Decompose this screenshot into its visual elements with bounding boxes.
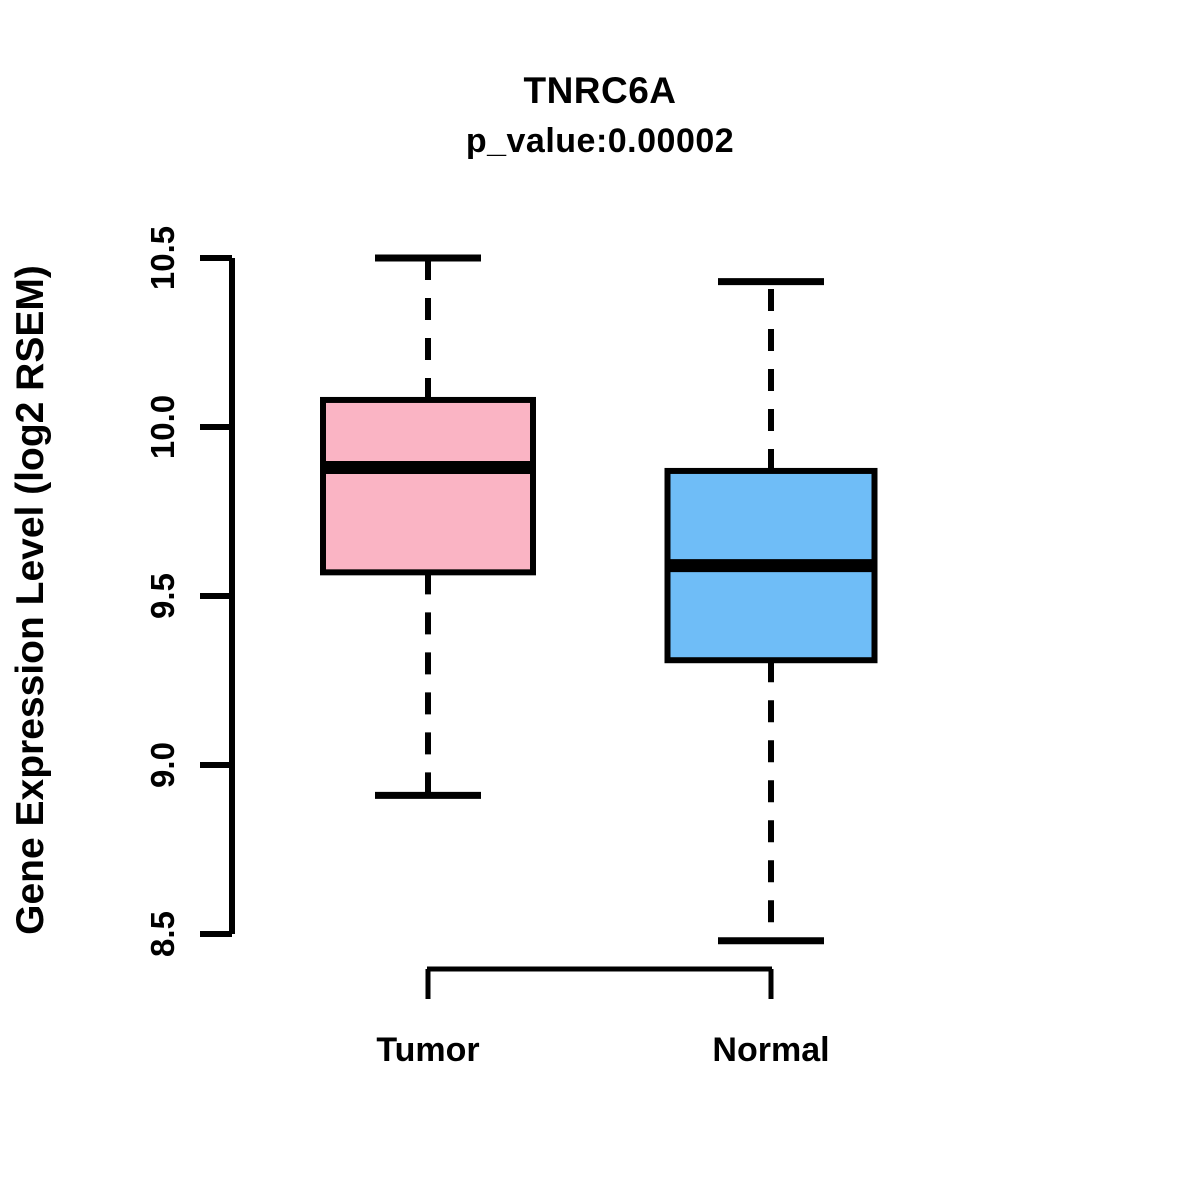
box-normal[interactable] — [664, 278, 878, 945]
x-axis — [425, 966, 774, 999]
y-axis — [200, 255, 235, 937]
box-tumor[interactable] — [320, 254, 536, 799]
tumor-iqr-rect[interactable] — [320, 396, 536, 576]
x-tick-label-normal: Normal — [712, 1031, 830, 1069]
x-tick-label-tumor: Tumor — [376, 1031, 480, 1069]
chart-subtitle-pvalue: p_value:0.00002 — [465, 122, 735, 160]
chart-title: TNRC6A — [523, 70, 677, 111]
